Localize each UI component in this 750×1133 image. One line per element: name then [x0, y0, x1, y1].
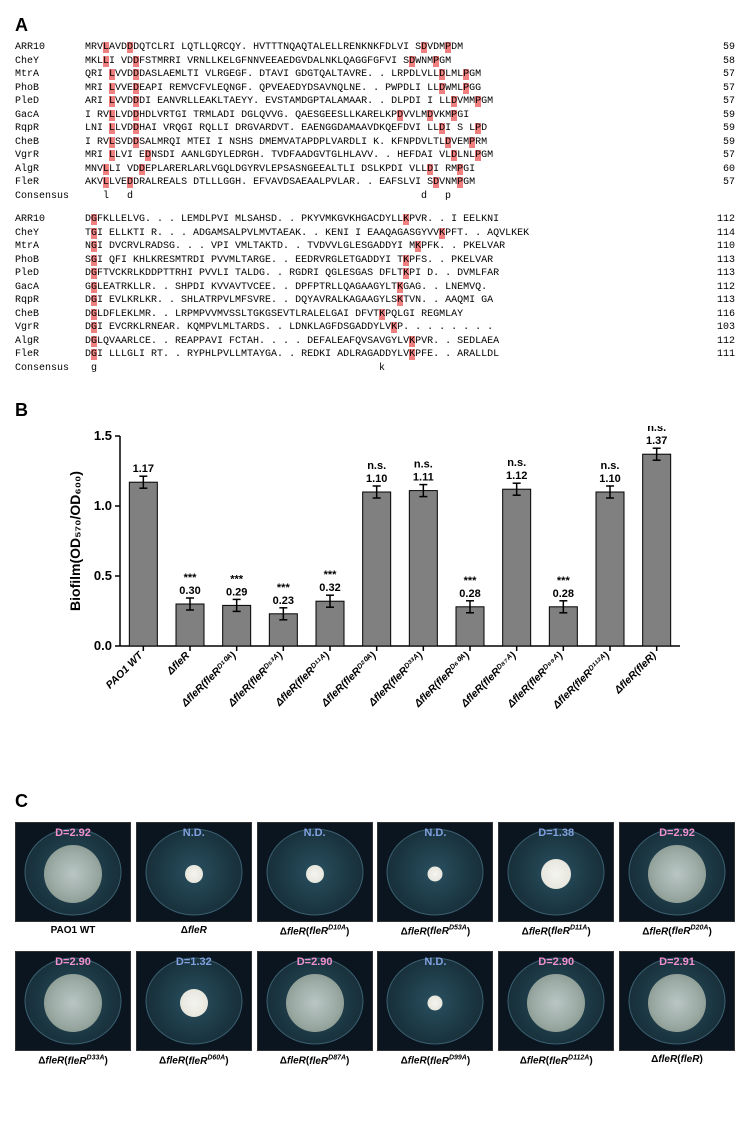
svg-text:PAO1 WT: PAO1 WT — [104, 649, 147, 692]
svg-text:***: *** — [464, 575, 478, 587]
svg-text:0.23: 0.23 — [273, 595, 294, 607]
svg-text:n.s.: n.s. — [507, 457, 526, 469]
svg-text:0.30: 0.30 — [179, 585, 200, 597]
svg-text:ΔfleR: ΔfleR — [164, 649, 192, 677]
svg-text:1.11: 1.11 — [413, 472, 434, 484]
svg-text:1.10: 1.10 — [599, 473, 620, 485]
panel-b-label: B — [15, 400, 735, 421]
svg-text:0.28: 0.28 — [553, 588, 574, 600]
svg-text:0.28: 0.28 — [459, 588, 480, 600]
svg-text:1.10: 1.10 — [366, 473, 387, 485]
bar-chart: 0.0 0.5 1.0 1.5 Biofilm(OD₅₇₀/OD₆₀₀) 1.17 PAO1… — [65, 426, 735, 766]
svg-text:ΔfleR(fleR): ΔfleR(fleR) — [612, 649, 660, 697]
svg-text:n.s.: n.s. — [367, 460, 386, 472]
alignment-block: ARR10MRVLAVDDDQTCLRI LQTLLQRCQY. HVTTTNQ… — [15, 41, 735, 375]
panel-c-label: C — [15, 791, 735, 812]
svg-text:***: *** — [324, 569, 338, 581]
svg-text:0.5: 0.5 — [94, 568, 112, 583]
svg-text:0.29: 0.29 — [226, 586, 247, 598]
panel-a-label: A — [15, 15, 735, 36]
svg-text:***: *** — [230, 573, 244, 585]
svg-text:1.5: 1.5 — [94, 428, 112, 443]
svg-text:n.s.: n.s. — [414, 459, 433, 471]
plates-section: D=2.92PAO1 WTN.D.ΔfleRN.D.ΔfleR(fleRD10A… — [15, 822, 735, 1067]
svg-text:n.s.: n.s. — [647, 426, 666, 434]
svg-text:Biofilm(OD₅₇₀/OD₆₀₀): Biofilm(OD₅₇₀/OD₆₀₀) — [67, 471, 83, 611]
svg-text:0.0: 0.0 — [94, 638, 112, 653]
svg-text:1.0: 1.0 — [94, 498, 112, 513]
svg-text:1.12: 1.12 — [506, 470, 527, 482]
svg-text:1.17: 1.17 — [133, 463, 154, 475]
svg-text:***: *** — [277, 582, 291, 594]
svg-text:n.s.: n.s. — [601, 460, 620, 472]
svg-text:***: *** — [557, 575, 571, 587]
svg-text:***: *** — [184, 572, 198, 584]
svg-text:1.37: 1.37 — [646, 435, 667, 447]
svg-text:0.32: 0.32 — [319, 582, 340, 594]
